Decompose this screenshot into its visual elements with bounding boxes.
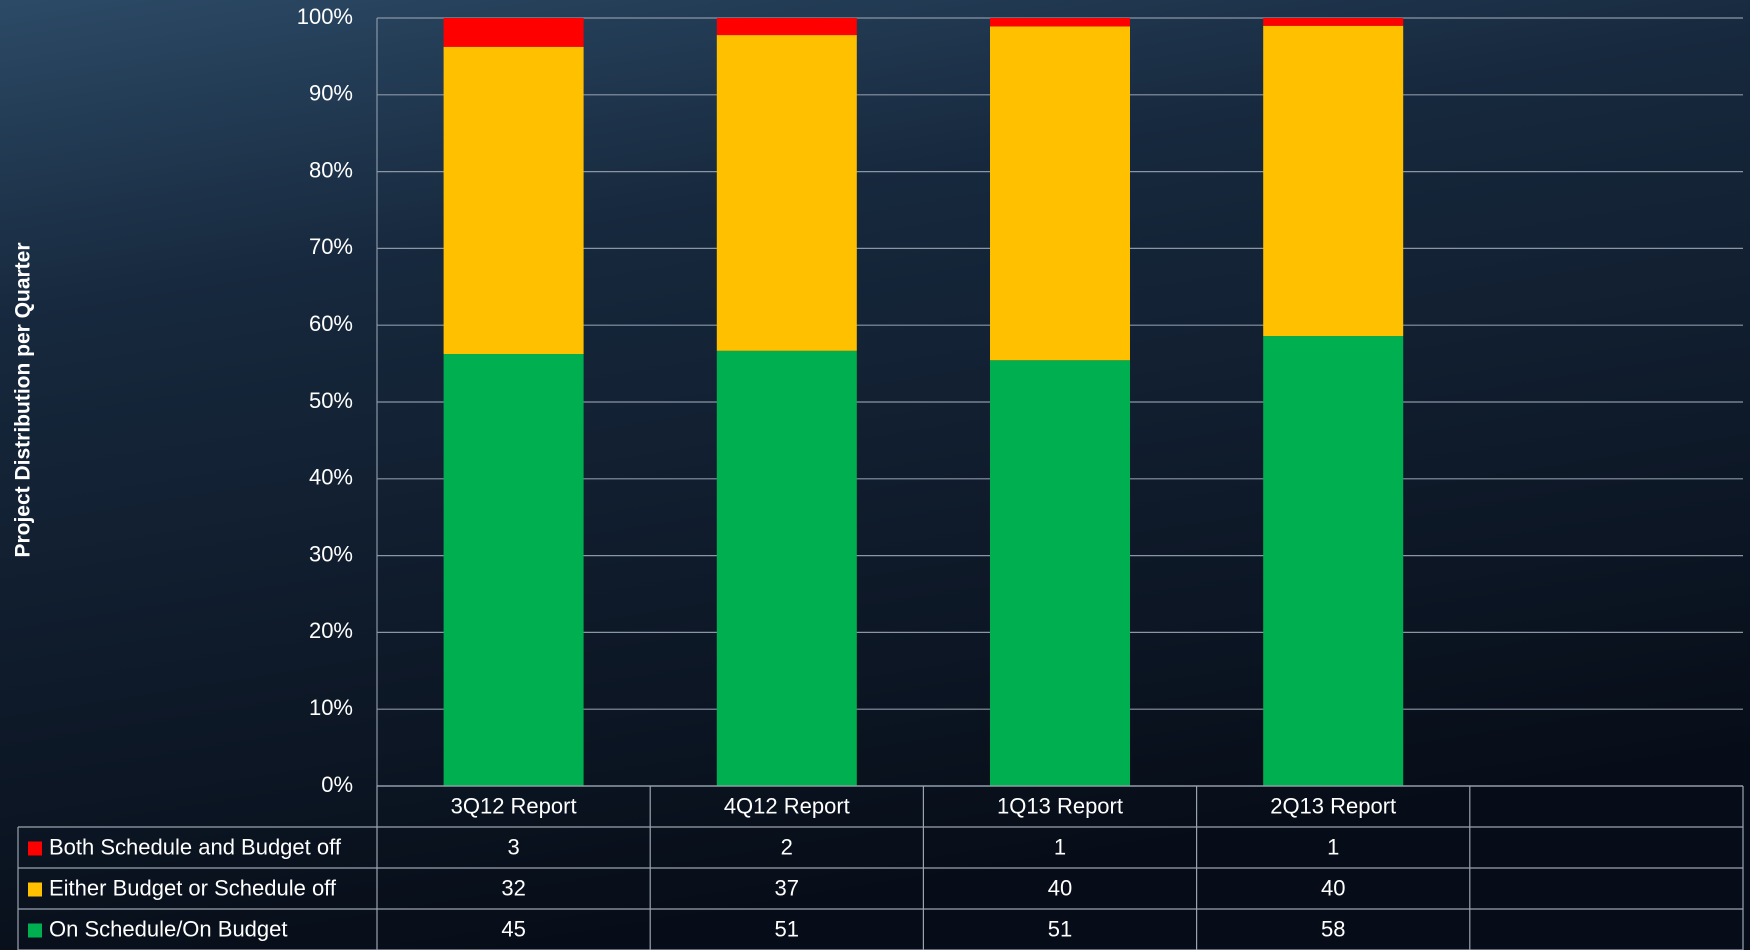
table-value: 37	[775, 875, 799, 900]
table-value: 3	[507, 834, 519, 859]
y-tick-label: 60%	[309, 311, 353, 336]
table-value: 51	[1048, 916, 1072, 941]
table-value: 51	[775, 916, 799, 941]
bar-segment	[990, 26, 1130, 360]
bar-segment	[717, 351, 857, 786]
table-value: 40	[1321, 875, 1345, 900]
bar-segment	[717, 35, 857, 351]
bar-segment	[444, 18, 584, 47]
legend-swatch	[28, 842, 42, 856]
table-value: 1	[1054, 834, 1066, 859]
table-value: 40	[1048, 875, 1072, 900]
y-tick-label: 80%	[309, 157, 353, 182]
legend-label: Either Budget or Schedule off	[49, 875, 337, 900]
y-tick-label: 0%	[321, 772, 353, 797]
table-value: 58	[1321, 916, 1345, 941]
bar-segment	[990, 18, 1130, 26]
background	[0, 0, 1750, 950]
chart: Project Distribution per Quarter 0% 10% 20…	[0, 0, 1750, 950]
y-tick-label: 30%	[309, 541, 353, 566]
table-value: 45	[501, 916, 525, 941]
y-tick-label: 70%	[309, 234, 353, 259]
x-tick-label: 2Q13 Report	[1270, 793, 1396, 818]
y-tick-label: 100%	[297, 4, 353, 29]
y-axis-title: Project Distribution per Quarter	[12, 242, 35, 557]
y-tick-label: 40%	[309, 465, 353, 490]
bar-segment	[990, 360, 1130, 786]
page: {"chart_data": {"type": "bar", "stacked"…	[0, 0, 1750, 950]
bar-segment	[444, 47, 584, 354]
table-value: 1	[1327, 834, 1339, 859]
legend-swatch	[28, 924, 42, 938]
x-tick-label: 4Q12 Report	[724, 793, 850, 818]
legend-label: On Schedule/On Budget	[49, 916, 288, 941]
y-tick-label: 10%	[309, 695, 353, 720]
y-tick-label: 50%	[309, 388, 353, 413]
legend-label: Both Schedule and Budget off	[49, 834, 342, 859]
bar-segment	[1263, 26, 1403, 336]
x-tick-label: 3Q12 Report	[451, 793, 577, 818]
bar-segment	[444, 354, 584, 786]
bar-segment	[1263, 18, 1403, 26]
y-tick-label: 20%	[309, 618, 353, 643]
table-value: 32	[501, 875, 525, 900]
y-tick-label: 90%	[309, 81, 353, 106]
legend-swatch	[28, 883, 42, 897]
bar-segment	[1263, 336, 1403, 786]
bar-segment	[717, 18, 857, 35]
table-value: 2	[781, 834, 793, 859]
x-tick-label: 1Q13 Report	[997, 793, 1123, 818]
